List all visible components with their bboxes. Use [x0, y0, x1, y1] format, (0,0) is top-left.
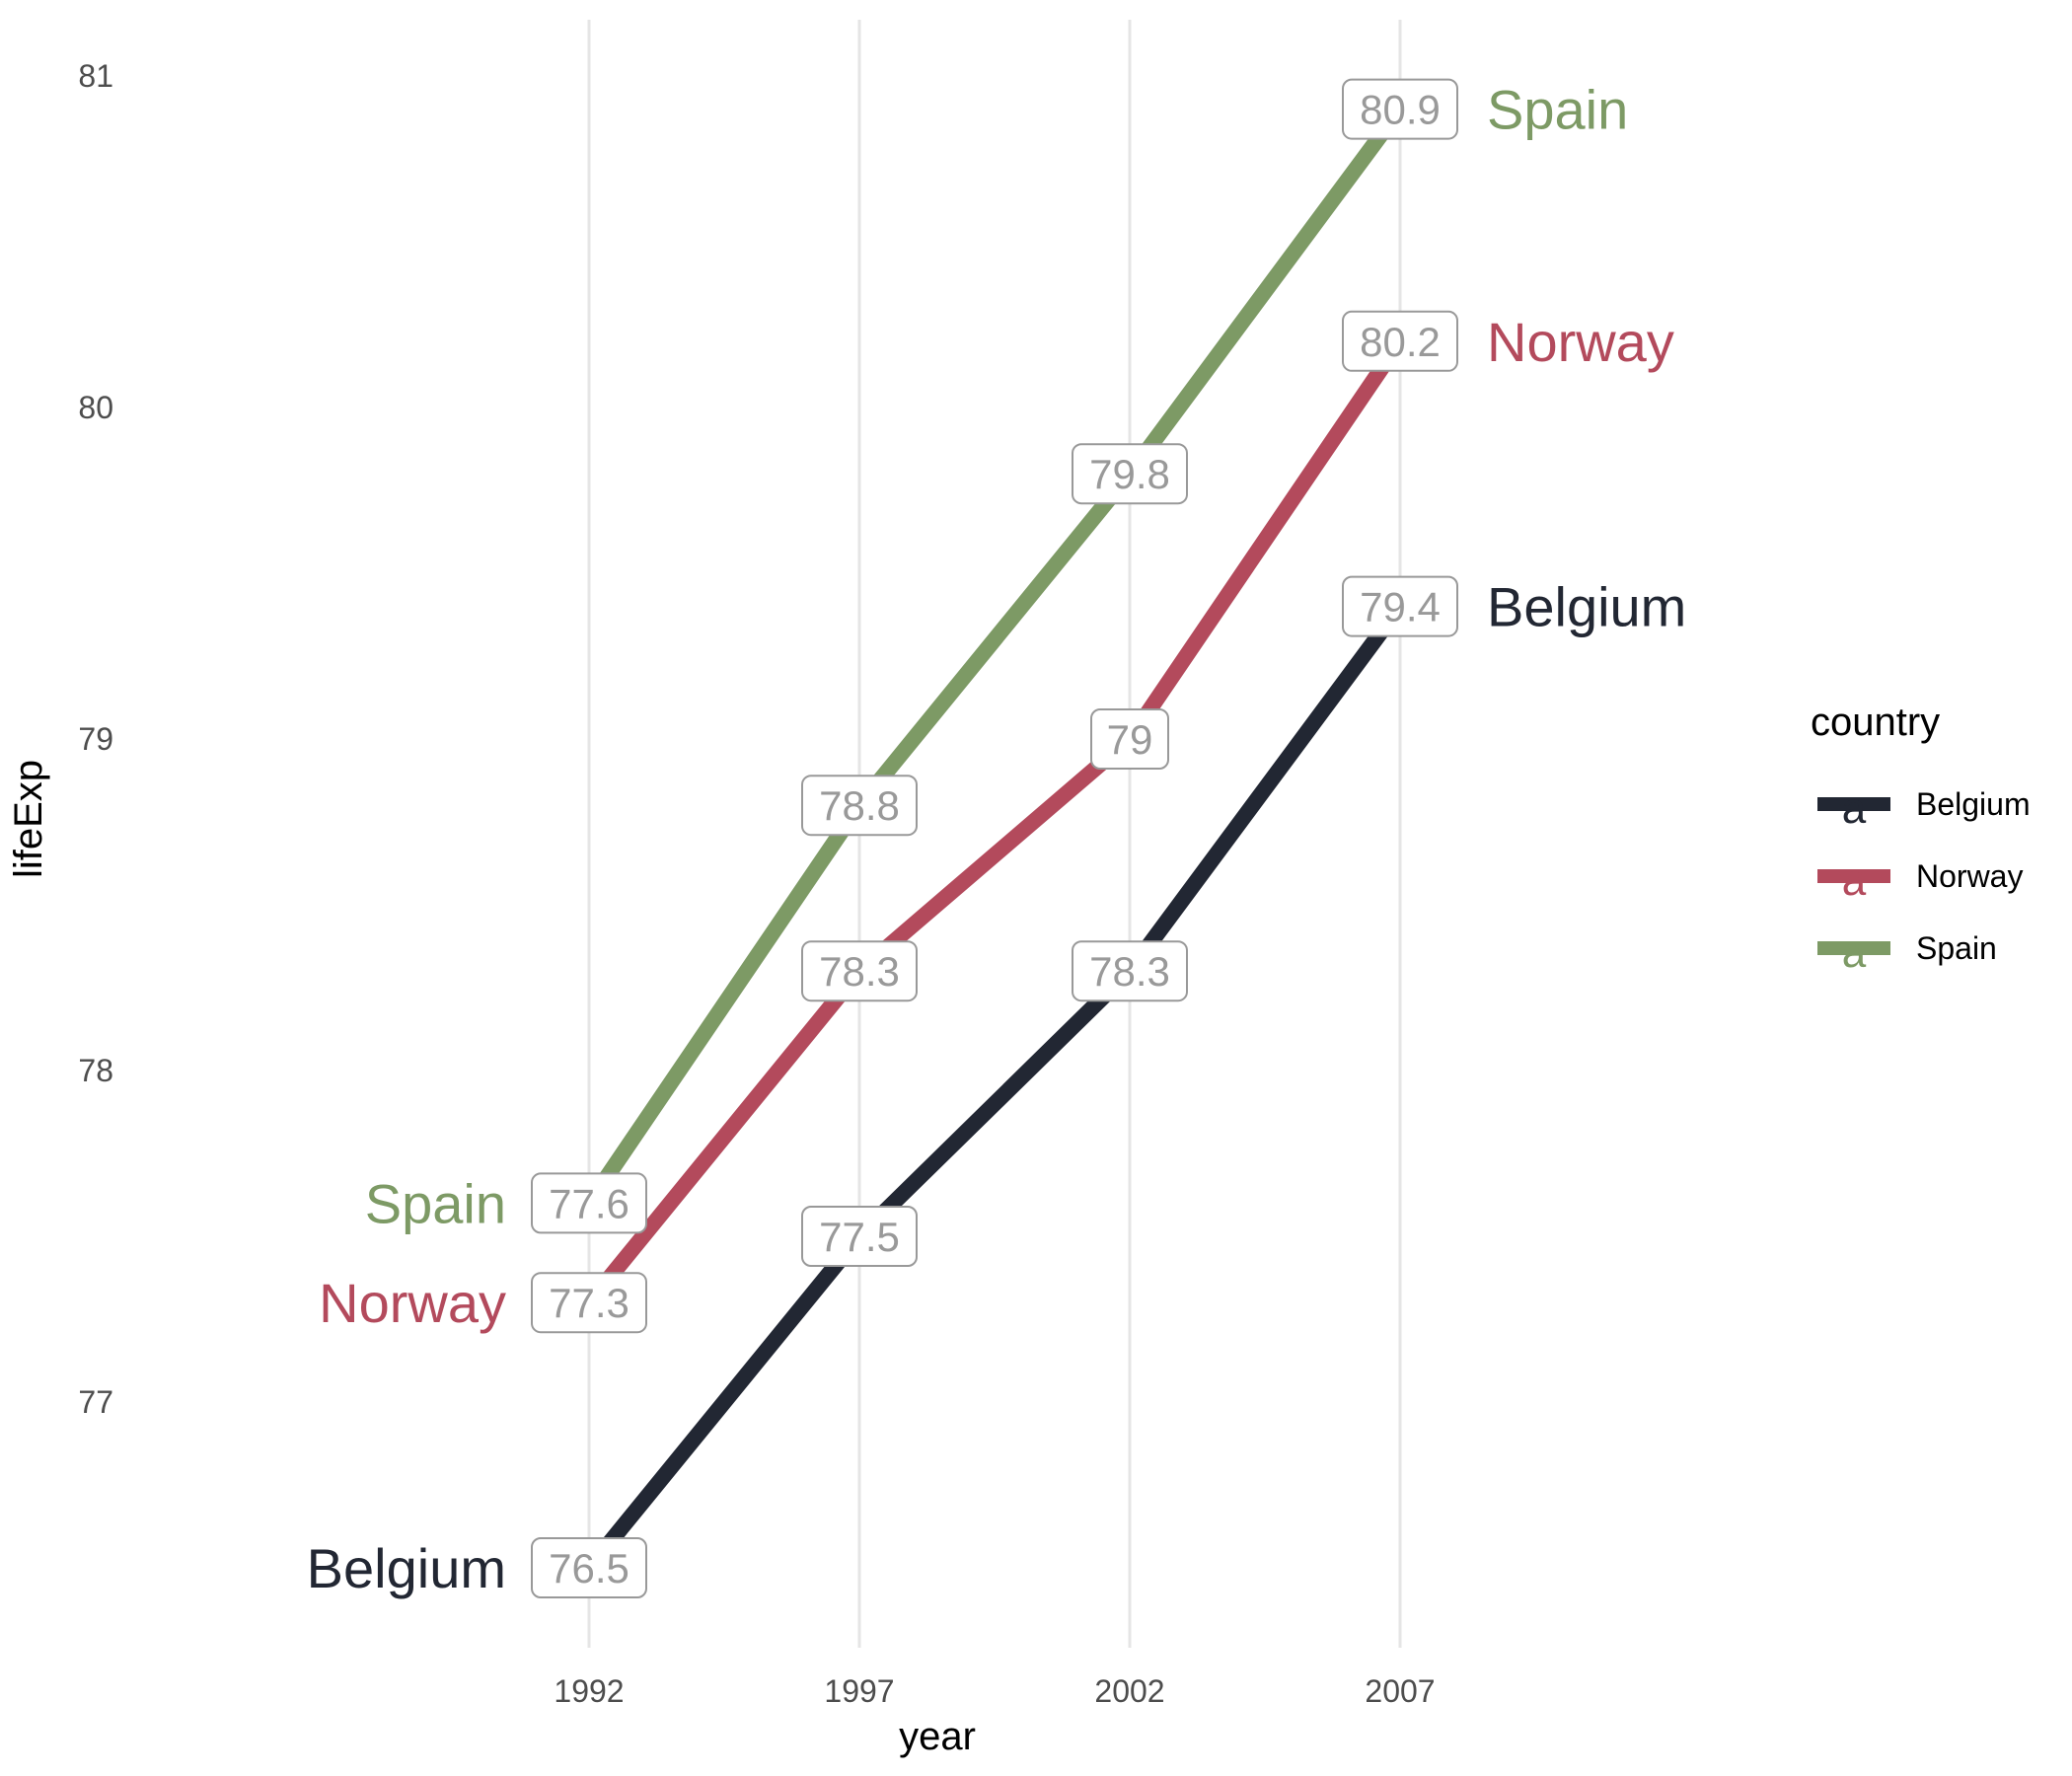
value-label-text: 78.8 — [819, 782, 900, 829]
value-label-box — [1342, 575, 1458, 637]
value-label-belgium: 78.3 — [1072, 940, 1188, 1002]
value-label-belgium: 77.5 — [801, 1206, 918, 1267]
left-label-spain: Spain — [365, 1172, 506, 1234]
right-label-belgium: Belgium — [1487, 576, 1686, 638]
value-label-box — [801, 775, 918, 837]
x-tick-label: 1997 — [824, 1673, 894, 1709]
value-label-box — [531, 1537, 647, 1598]
x-axis-title: year — [899, 1715, 976, 1758]
right-label-spain: Spain — [1487, 79, 1628, 141]
value-label-box — [531, 1172, 647, 1234]
value-label-box — [1342, 78, 1458, 140]
value-label-norway: 79 — [1090, 708, 1169, 770]
legend-label: Belgium — [1916, 786, 2031, 822]
y-axis-title: lifeExp — [7, 760, 50, 878]
legend-title: country — [1811, 701, 1940, 744]
y-tick-label: 78 — [78, 1053, 113, 1088]
x-tick-label: 2007 — [1365, 1673, 1435, 1709]
value-label-text: 79.4 — [1360, 584, 1441, 630]
legend-label: Spain — [1916, 930, 1997, 966]
x-tick-label: 1992 — [554, 1673, 624, 1709]
value-label-norway: 78.3 — [801, 940, 918, 1002]
value-label-text: 78.3 — [819, 948, 900, 995]
value-label-text: 77.3 — [549, 1280, 629, 1326]
value-label-text: 79 — [1107, 716, 1153, 763]
value-label-text: 79.8 — [1089, 451, 1170, 497]
gridlines — [587, 20, 1402, 1648]
y-axis-ticks: 77 78 79 80 81 — [78, 58, 113, 1420]
series-line-spain — [582, 104, 1407, 1208]
value-label-box — [1342, 310, 1458, 372]
value-label-text: 78.3 — [1089, 948, 1170, 995]
value-label-box — [801, 940, 918, 1002]
value-label-spain: 78.8 — [801, 775, 918, 837]
legend-item-norway: a Norway — [1817, 856, 2023, 905]
value-label-text: 77.6 — [549, 1180, 629, 1226]
value-label-text: 80.9 — [1360, 87, 1441, 133]
y-tick-label: 81 — [78, 58, 113, 94]
x-axis-ticks: 1992 1997 2002 2007 — [554, 1673, 1435, 1709]
value-label-box — [531, 1272, 647, 1334]
series-lines — [582, 104, 1407, 1574]
legend-label: Norway — [1916, 858, 2023, 894]
legend-item-spain: a Spain — [1817, 928, 1997, 977]
legend: country a Belgium a Norway a Spain — [1811, 701, 2031, 977]
y-tick-label: 77 — [78, 1384, 113, 1420]
value-label-norway: 80.2 — [1342, 310, 1458, 372]
value-label-spain: 79.8 — [1072, 443, 1188, 505]
y-tick-label: 79 — [78, 721, 113, 757]
value-labels: 76.5 77.5 78.3 79.4 77.3 78.3 79 80.2 77.6 78.8 79… — [531, 78, 1458, 1598]
series-line-belgium — [582, 601, 1407, 1574]
legend-item-belgium: a Belgium — [1817, 784, 2031, 833]
value-label-belgium: 79.4 — [1342, 575, 1458, 637]
x-tick-label: 2002 — [1094, 1673, 1164, 1709]
value-label-box — [1072, 940, 1188, 1002]
legend-key-glyph: a — [1842, 784, 1867, 833]
left-label-norway: Norway — [319, 1272, 506, 1334]
value-label-box — [1072, 443, 1188, 505]
series-end-labels: Belgium Belgium Norway Norway Spain Spain — [307, 79, 1687, 1599]
value-label-box — [1090, 708, 1169, 770]
value-label-text: 80.2 — [1360, 319, 1441, 365]
value-label-spain: 77.6 — [531, 1172, 647, 1234]
y-tick-label: 80 — [78, 390, 113, 425]
series-line-norway — [582, 336, 1407, 1308]
legend-key-glyph: a — [1842, 928, 1867, 977]
left-label-belgium: Belgium — [307, 1537, 506, 1599]
right-label-norway: Norway — [1487, 311, 1674, 373]
value-label-box — [801, 1206, 918, 1267]
value-label-belgium: 76.5 — [531, 1537, 647, 1598]
value-label-norway: 77.3 — [531, 1272, 647, 1334]
legend-key-glyph: a — [1842, 856, 1867, 905]
value-label-text: 77.5 — [819, 1214, 900, 1260]
value-label-text: 76.5 — [549, 1545, 629, 1591]
value-label-spain: 80.9 — [1342, 78, 1458, 140]
